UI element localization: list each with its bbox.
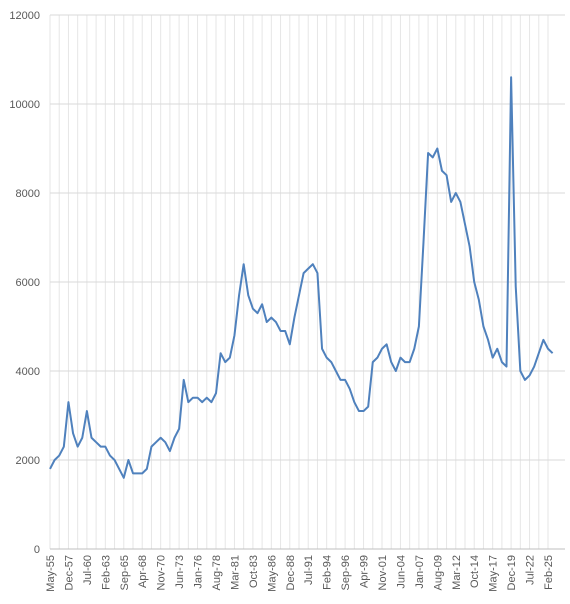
y-tick-label: 8000 — [16, 188, 40, 200]
x-tick-label: Oct-83 — [248, 555, 260, 588]
x-tick-label: Nov-01 — [377, 555, 389, 590]
x-tick-label: May-86 — [266, 555, 278, 592]
x-tick-label: Dec-19 — [506, 555, 518, 590]
x-tick-label: May-17 — [488, 555, 500, 592]
x-tick-label: Dec-57 — [63, 555, 75, 590]
x-tick-label: Nov-70 — [156, 555, 168, 590]
x-tick-label: Jan-76 — [193, 555, 205, 589]
x-tick-label: Feb-25 — [543, 555, 555, 590]
x-tick-label: Dec-88 — [285, 555, 297, 590]
x-tick-label: Oct-14 — [469, 555, 481, 588]
x-tick-label: Jan-07 — [414, 555, 426, 589]
y-tick-label: 0 — [34, 544, 40, 556]
x-tick-label: Aug-78 — [211, 555, 223, 590]
y-tick-label: 6000 — [16, 277, 40, 289]
y-tick-label: 10000 — [9, 99, 40, 111]
x-tick-label: Jul-60 — [82, 555, 94, 585]
x-tick-label: Sep-65 — [119, 555, 131, 590]
x-tick-label: Aug-09 — [432, 555, 444, 590]
y-tick-label: 2000 — [16, 455, 40, 467]
x-tick-label: Sep-96 — [340, 555, 352, 590]
y-tick-label: 12000 — [9, 10, 40, 22]
x-tick-label: Mar-81 — [229, 555, 241, 590]
x-tick-label: May-55 — [45, 555, 57, 592]
x-tick-label: Jun-04 — [395, 555, 407, 589]
x-tick-label: Mar-12 — [451, 555, 463, 590]
y-tick-label: 4000 — [16, 366, 40, 378]
line-series — [49, 76, 554, 479]
x-tick-label: Feb-63 — [100, 555, 112, 590]
x-tick-label: Jul-91 — [303, 555, 315, 585]
x-tick-label: Apr-99 — [359, 555, 371, 588]
x-tick-label: Feb-94 — [322, 555, 334, 590]
x-tick-label: Jun-73 — [174, 555, 186, 589]
x-tick-label: Jul-22 — [525, 555, 537, 585]
x-tick-label: Apr-68 — [137, 555, 149, 588]
